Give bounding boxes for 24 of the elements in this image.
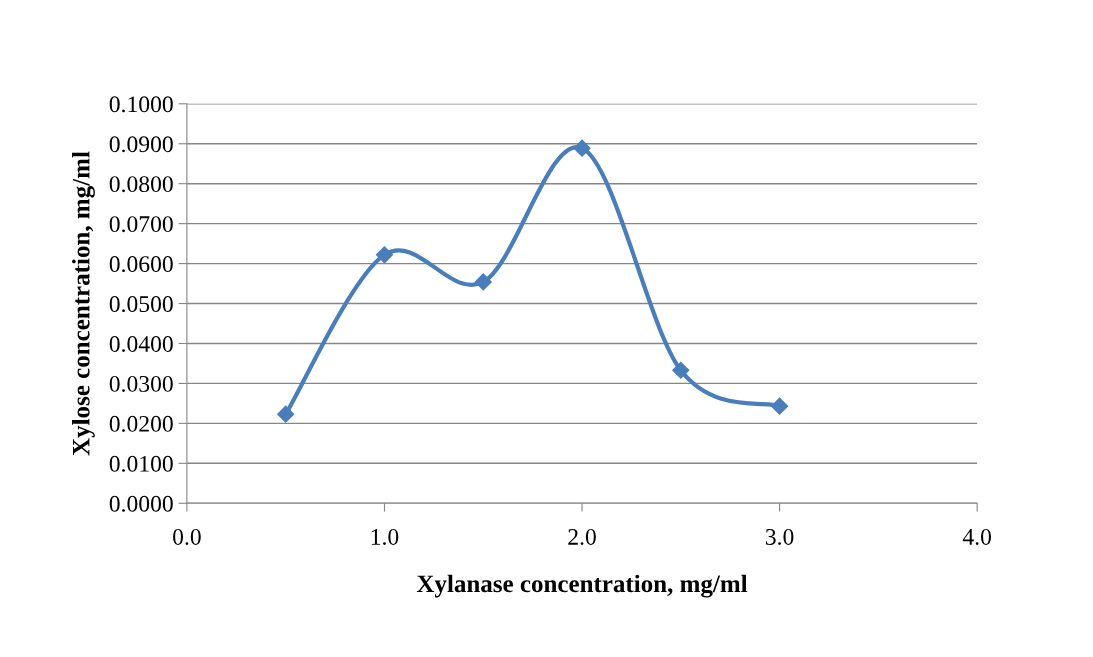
y-tick-label: 0.0800	[109, 176, 173, 193]
point	[672, 361, 690, 379]
point	[573, 139, 591, 157]
x-tick-label: 2.0	[568, 528, 596, 545]
x-tick-label: 4.0	[962, 528, 991, 545]
point	[375, 246, 394, 264]
y-tick-label: 0.0500	[109, 296, 173, 313]
x-axis-title: Xylanase concentration, mg/ml	[416, 574, 748, 598]
x-tick-label: 0.0	[173, 528, 201, 545]
y-tick-label: 0.0300	[109, 375, 173, 392]
x-tick-label: 1.0	[371, 528, 399, 545]
point	[771, 397, 789, 415]
y-tick-label: 0.0100	[109, 455, 173, 472]
x-tick-label: 3.0	[765, 528, 794, 545]
y-axis-title: Xylose concentration, mg/ml	[72, 151, 95, 456]
y-tick-label: 0.0900	[109, 136, 173, 153]
point	[474, 273, 492, 291]
y-tick-label: 0.0400	[109, 335, 173, 353]
point	[277, 405, 295, 423]
y-tick-label: 0.0700	[109, 216, 173, 233]
y-tick-label: 0.0200	[109, 415, 173, 432]
y-tick-label: 0.1000	[109, 96, 173, 113]
y-tick-label: 0.0600	[109, 256, 173, 273]
y-tick-label: 0.0000	[109, 495, 173, 512]
